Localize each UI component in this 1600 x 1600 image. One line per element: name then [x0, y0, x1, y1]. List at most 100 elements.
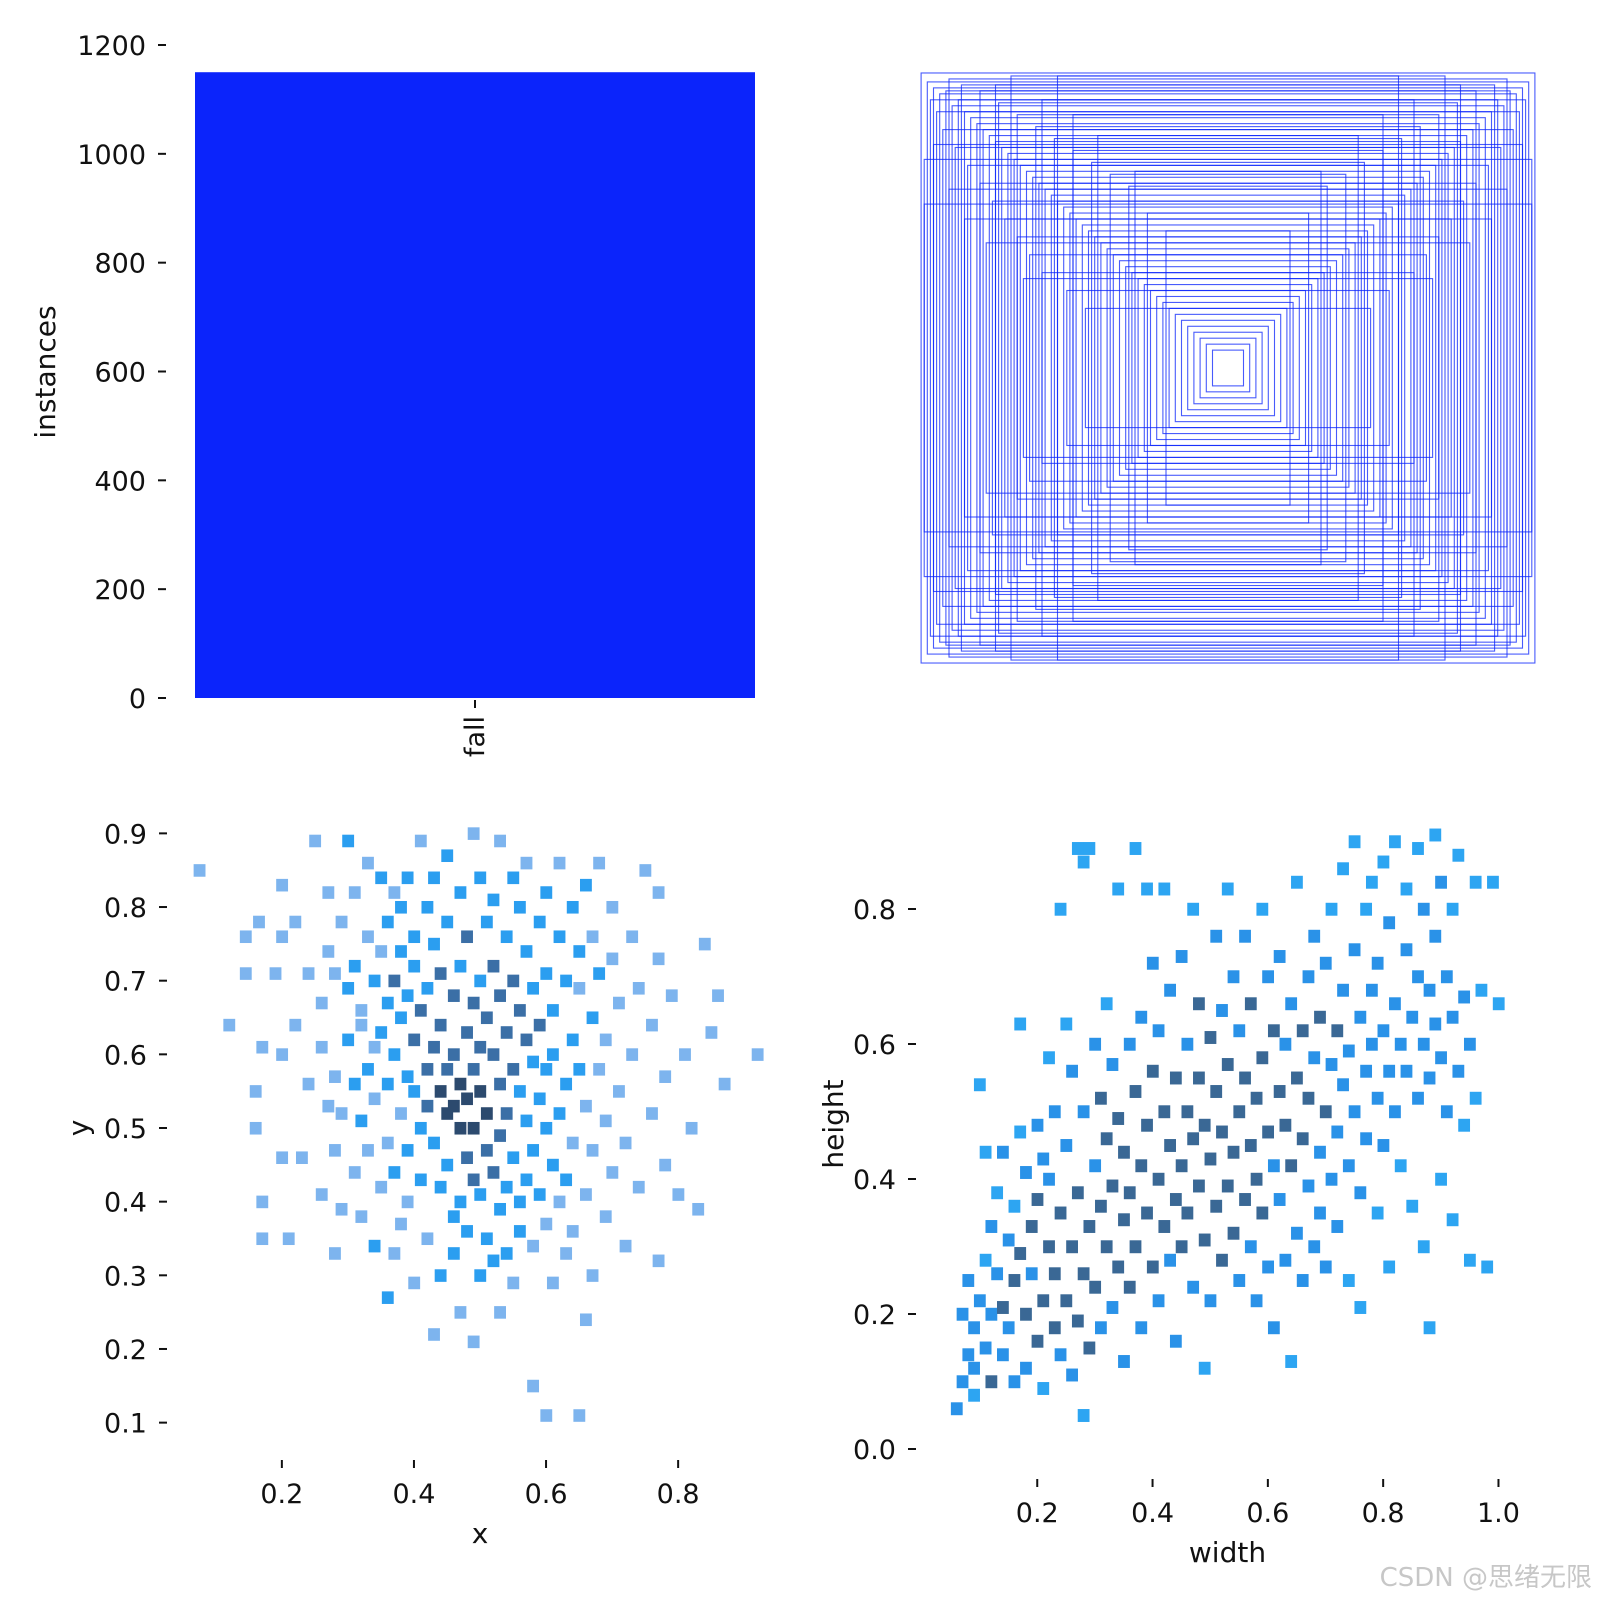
y-axis-ticks: 0.0 0.2 0.4 0.6 0.8: [853, 895, 916, 1466]
histogram-cell: [1394, 1037, 1407, 1051]
histogram-cell: [956, 1375, 969, 1389]
histogram-cell: [1054, 1206, 1067, 1220]
class-count-chart: 0 200 400 600 800 1000 1200 fall instances: [29, 31, 755, 757]
histogram-cell: [1279, 1253, 1292, 1267]
bbox-rect: [1072, 114, 1384, 622]
histogram-cell: [395, 900, 407, 914]
histogram-cell: [527, 1055, 540, 1069]
histogram-cell: [362, 930, 374, 944]
histogram-cell: [315, 1040, 328, 1054]
histogram-cell: [441, 1063, 454, 1076]
histogram-cell: [1354, 1301, 1367, 1314]
bar-fall: [195, 72, 755, 699]
histogram-cell: [1244, 997, 1257, 1011]
histogram-cell: [1141, 1118, 1153, 1132]
histogram-cell: [1267, 1321, 1280, 1335]
histogram-cell: [1187, 902, 1200, 916]
histogram-cell: [1204, 1031, 1217, 1044]
histogram-cell: [613, 1085, 625, 1098]
y-axis-label: instances: [29, 305, 62, 438]
histogram-cell: [1152, 1172, 1165, 1186]
bbox-rect: [1118, 260, 1338, 476]
histogram-cell: [368, 1239, 381, 1253]
histogram-cell: [1066, 1240, 1078, 1254]
histogram-cell: [520, 856, 533, 870]
histogram-cell: [1123, 1280, 1136, 1294]
histogram-cell: [968, 1361, 980, 1375]
bbox-rect: [1128, 185, 1328, 551]
histogram-cell: [487, 959, 500, 973]
histogram-cell: [461, 930, 473, 944]
histogram-cell: [1100, 1132, 1113, 1146]
histogram-cell: [500, 1107, 513, 1120]
histogram-cell: [579, 1188, 592, 1201]
histogram-cell: [1325, 1058, 1338, 1071]
histogram-cell: [1262, 970, 1275, 984]
histogram-cell: [1394, 1159, 1407, 1173]
histogram-cell: [1337, 862, 1349, 876]
bbox-rect: [1084, 307, 1372, 429]
histogram-cell: [474, 1040, 487, 1054]
histogram-cell: [421, 1099, 434, 1113]
histogram-cell: [593, 967, 606, 980]
histogram-cell: [566, 1225, 579, 1238]
histogram-cell: [659, 1070, 672, 1083]
histogram-cell: [1037, 1382, 1050, 1395]
histogram-cell: [1348, 943, 1361, 957]
histogram-cell: [1083, 1341, 1096, 1355]
histogram-cell: [606, 900, 619, 914]
histogram-cell: [1054, 1348, 1067, 1362]
histogram-cell: [1198, 1118, 1211, 1132]
histogram-cell: [355, 1004, 368, 1017]
histogram-cell: [1348, 835, 1361, 849]
histogram-cell: [533, 1018, 546, 1032]
histogram-cell: [375, 945, 388, 958]
histogram-cell: [388, 1048, 401, 1061]
histogram-cell: [573, 945, 586, 958]
histogram-cell: [447, 1247, 460, 1260]
histogram-cell: [289, 1018, 302, 1032]
histogram-cell: [579, 878, 592, 892]
histogram-cell: [1308, 929, 1321, 943]
histogram-cell: [540, 886, 553, 899]
histogram-cell: [375, 871, 388, 885]
histogram-cell: [1146, 1260, 1159, 1274]
histogram-cell: [533, 915, 546, 929]
histogram-cell: [1002, 1321, 1015, 1335]
histogram-cell: [414, 834, 427, 848]
x-tick-label: 0.6: [525, 1479, 568, 1510]
histogram-cell: [302, 967, 315, 980]
histogram-cell: [540, 1063, 553, 1076]
histogram-cell: [956, 1307, 969, 1321]
histogram-cell: [1118, 1145, 1130, 1159]
histogram-cell: [1365, 875, 1378, 889]
bbox-rect: [948, 188, 1508, 548]
histogram-cell: [408, 959, 421, 973]
histogram-cell: [1417, 1240, 1430, 1254]
histogram-cell: [282, 1232, 295, 1246]
histogram-cell: [329, 967, 341, 980]
bbox-rect: [1081, 224, 1375, 512]
histogram-cell: [1342, 1159, 1355, 1173]
histogram-cell: [375, 1180, 388, 1194]
histogram-cell: [355, 1114, 368, 1128]
histogram-cell: [239, 930, 252, 944]
y-tick-label: 0.1: [104, 1409, 147, 1440]
histogram-cell: [1066, 1368, 1078, 1382]
histogram-cell: [1129, 1085, 1142, 1098]
y-tick-label: 1000: [77, 140, 146, 171]
bbox-rect: [1134, 170, 1322, 566]
histogram-cell: [249, 1085, 262, 1098]
histogram-cell: [249, 1121, 262, 1135]
histogram-cell: [428, 871, 440, 885]
histogram-cell: [1002, 1233, 1015, 1247]
histogram-cell: [1446, 1010, 1459, 1024]
histogram-cell: [1135, 1321, 1148, 1335]
histogram-cell: [342, 1033, 355, 1047]
histogram-cell: [322, 886, 335, 899]
histogram-cell: [428, 1136, 440, 1150]
histogram-cell: [487, 893, 500, 907]
histogram-cell: [421, 982, 434, 995]
histogram-cell: [355, 1018, 368, 1032]
